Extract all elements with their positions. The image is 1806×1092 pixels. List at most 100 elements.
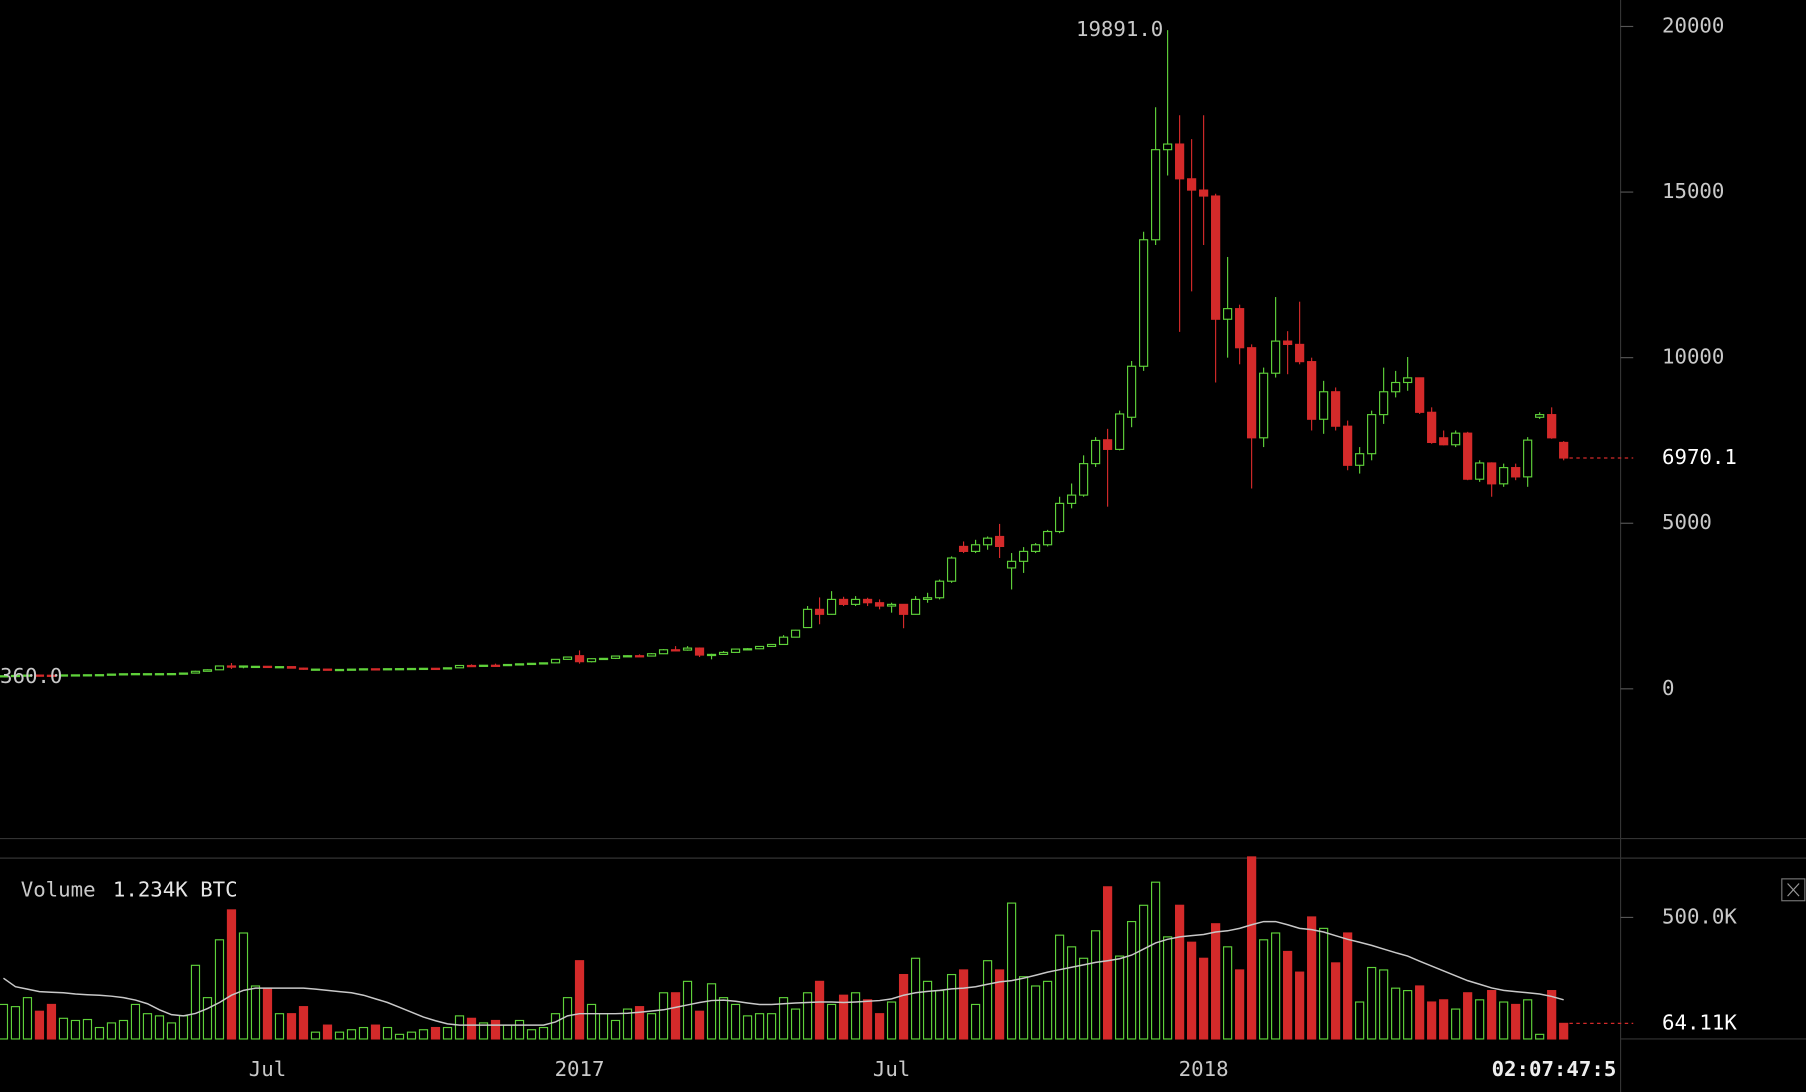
candle-body xyxy=(802,608,813,629)
close-box[interactable] xyxy=(1781,878,1806,902)
candle-body xyxy=(142,673,153,676)
volume-bar xyxy=(82,1018,93,1040)
volume-bar xyxy=(1439,999,1449,1040)
candle-body xyxy=(10,674,21,678)
volume-bar xyxy=(46,1003,57,1040)
candle-body xyxy=(1211,195,1221,320)
volume-bar xyxy=(1295,971,1305,1040)
volume-bar xyxy=(1175,904,1185,1040)
volume-bar xyxy=(1151,881,1161,1040)
volume-bar xyxy=(94,1026,105,1040)
volume-bar xyxy=(1475,999,1485,1040)
volume-bar xyxy=(754,1013,765,1040)
volume-bar xyxy=(514,1019,525,1040)
volume-bar xyxy=(10,1006,21,1040)
candle-body xyxy=(1499,467,1509,485)
candle-body xyxy=(766,643,777,648)
candle-body xyxy=(694,647,705,656)
volume-bar xyxy=(70,1019,81,1040)
volume-bar xyxy=(1343,932,1353,1040)
volume-bar xyxy=(58,1017,69,1040)
candle-body xyxy=(514,663,525,666)
volume-bar xyxy=(562,997,573,1040)
volume-bar xyxy=(598,1013,609,1040)
candle-body xyxy=(286,666,297,669)
candle-body xyxy=(238,665,249,668)
volume-bar xyxy=(994,969,1005,1040)
close-icon[interactable] xyxy=(1787,883,1800,897)
candle-body xyxy=(1487,462,1497,485)
candle-body xyxy=(670,649,681,652)
volume-bar xyxy=(298,1006,309,1040)
volume-legend-value: 1.234K BTC xyxy=(113,877,238,901)
candle-body xyxy=(82,674,93,677)
volume-bar xyxy=(106,1022,117,1040)
volume-bar xyxy=(1054,934,1065,1040)
volume-bar xyxy=(646,1013,657,1040)
y-tick-label: 20000 xyxy=(1662,13,1724,37)
candle-body xyxy=(46,674,57,677)
volume-bar xyxy=(802,992,813,1040)
volume-ma-line xyxy=(3,920,1564,1026)
candle-body xyxy=(958,545,969,552)
candle-body xyxy=(58,674,69,677)
candle-body xyxy=(190,670,201,674)
volume-bar xyxy=(1114,955,1125,1040)
volume-bar xyxy=(370,1024,381,1040)
volume-bar xyxy=(1535,1033,1545,1040)
candle-body xyxy=(1126,365,1137,418)
volume-bar xyxy=(1547,990,1557,1040)
candle-body xyxy=(586,658,597,663)
candle-body xyxy=(1006,560,1017,569)
volume-bar xyxy=(274,1013,285,1040)
volume-bar xyxy=(838,994,849,1040)
volume-bar xyxy=(1006,902,1017,1040)
volume-bar xyxy=(1235,969,1245,1040)
candle-body xyxy=(1271,340,1281,374)
volume-bar xyxy=(814,980,825,1040)
volume-bar xyxy=(694,1010,705,1040)
volume-bar xyxy=(586,1003,597,1040)
candle-body xyxy=(790,629,801,638)
candle-body xyxy=(274,666,285,669)
volume-bar xyxy=(190,964,201,1040)
candle-body xyxy=(778,636,789,646)
candle-body xyxy=(574,655,585,663)
volume-bar xyxy=(526,1029,537,1040)
candle-body xyxy=(1235,308,1245,349)
candle-body xyxy=(1151,149,1161,241)
volume-bar xyxy=(1030,985,1041,1040)
candle-body xyxy=(538,662,549,665)
candle-body xyxy=(526,662,537,666)
candle-body xyxy=(154,673,165,676)
volume-bar xyxy=(574,960,585,1040)
candle-body xyxy=(1343,425,1353,466)
candle-body xyxy=(1379,391,1389,416)
volume-bar xyxy=(862,999,873,1040)
volume-bar xyxy=(1126,920,1137,1040)
candle-body xyxy=(934,580,945,599)
candle-body xyxy=(370,668,381,671)
y-tick-label: 10000 xyxy=(1662,345,1724,369)
candle-body xyxy=(130,673,141,676)
low-label: 360.0 xyxy=(0,664,62,688)
x-tick-label: 2017 xyxy=(555,1057,605,1081)
candle-body xyxy=(1054,502,1065,533)
volume-bar xyxy=(22,997,33,1040)
volume-bar xyxy=(406,1031,417,1040)
candle-body xyxy=(1403,377,1413,384)
volume-bar xyxy=(886,1001,897,1040)
candle-body xyxy=(394,668,405,671)
volume-bar xyxy=(898,973,909,1040)
candle-body xyxy=(886,603,897,607)
volume-bar xyxy=(502,1024,513,1040)
candle-body xyxy=(1042,530,1053,546)
last-label: 64.11K xyxy=(1662,1010,1737,1034)
candle-body xyxy=(1427,411,1437,444)
x-tick-label: 2018 xyxy=(1179,1057,1229,1081)
candle-body xyxy=(646,653,657,657)
close-button[interactable] xyxy=(1781,878,1806,902)
volume-bar xyxy=(382,1026,393,1040)
